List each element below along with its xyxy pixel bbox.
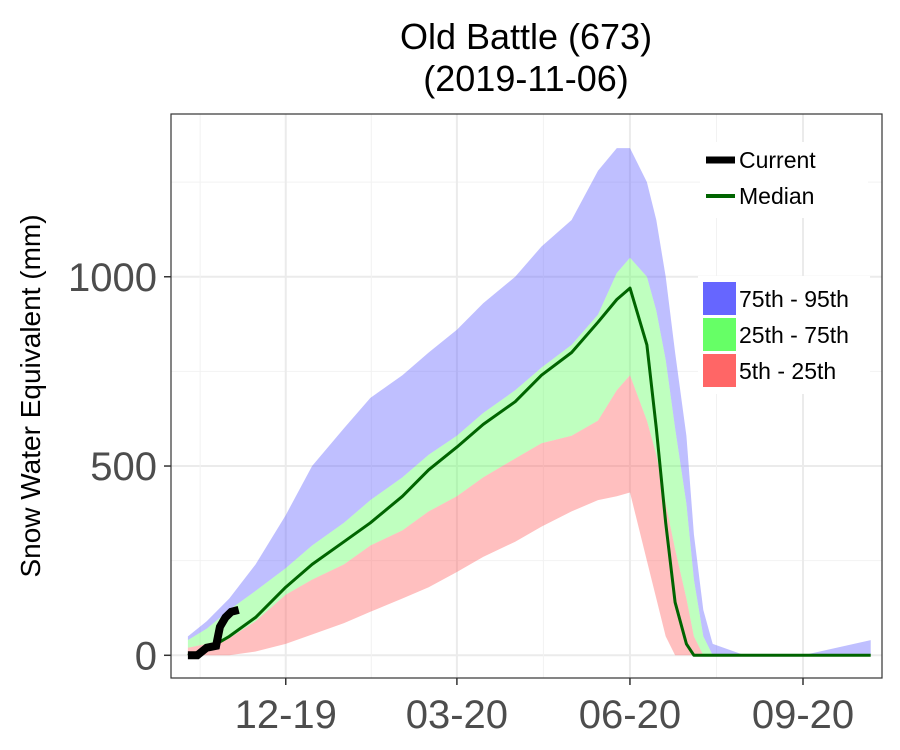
x-tick-label: 09-20 bbox=[752, 693, 854, 737]
chart-title: Old Battle (673) bbox=[400, 16, 652, 57]
x-tick-label: 06-20 bbox=[579, 693, 681, 737]
x-tick-label: 12-19 bbox=[235, 693, 337, 737]
median-line bbox=[187, 286, 871, 657]
legend-band-label: 5th - 25th bbox=[739, 358, 836, 384]
legend-band-label: 75th - 95th bbox=[739, 286, 849, 312]
x-tick-label: 03-20 bbox=[406, 693, 508, 737]
y-tick-label: 1000 bbox=[68, 256, 157, 300]
legend: Current Median 75th - 95th 25th - 75th 5th -… bbox=[698, 142, 870, 394]
axes: 0 500 1000 12-19 03-20 06-20 09-20 bbox=[68, 256, 854, 737]
band-5thto25th bbox=[187, 375, 871, 656]
legend-band-swatch bbox=[703, 282, 736, 315]
legend-band-swatch bbox=[703, 354, 736, 387]
line-layer bbox=[187, 286, 871, 660]
current-line bbox=[187, 606, 240, 660]
y-tick-label: 500 bbox=[90, 445, 157, 489]
legend-line-label: Median bbox=[739, 183, 814, 209]
y-axis-label: Snow Water Equivalent (mm) bbox=[15, 214, 46, 577]
legend-line-label: Current bbox=[739, 147, 816, 173]
y-tick-label: 0 bbox=[135, 634, 157, 678]
plot-border bbox=[170, 113, 883, 679]
legend-lines-box bbox=[700, 142, 868, 218]
chart-subtitle: (2019-11-06) bbox=[423, 58, 628, 99]
legend-band-swatch bbox=[703, 318, 736, 351]
legend-band-label: 25th - 75th bbox=[739, 322, 849, 348]
